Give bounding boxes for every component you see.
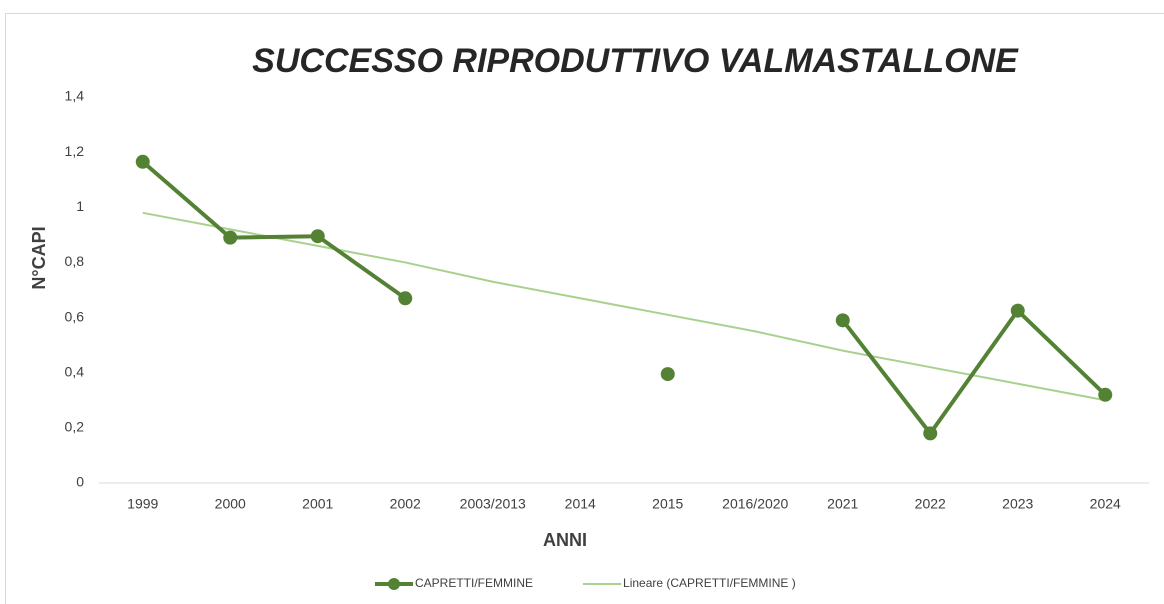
- data-point: [835, 313, 850, 328]
- y-axis-title: N°CAPI: [29, 226, 49, 289]
- y-tick-label: 0: [76, 474, 84, 490]
- data-point: [1010, 303, 1025, 318]
- x-tick-label: 1999: [127, 496, 158, 512]
- x-tick-label: 2014: [565, 496, 596, 512]
- y-tick-label: 1,2: [65, 143, 85, 159]
- data-point: [398, 291, 413, 306]
- x-tick-label: 2015: [652, 496, 683, 512]
- series-line: [142, 211, 1106, 402]
- x-tick-label: 2000: [215, 496, 246, 512]
- x-tick-label: 2002: [390, 496, 421, 512]
- x-tick-label: 2016/2020: [722, 496, 788, 512]
- legend-label: CAPRETTI/FEMMINE: [415, 576, 533, 590]
- x-tick-label: 2003/2013: [460, 496, 526, 512]
- chart-title: SUCCESSO RIPRODUTTIVO VALMASTALLONE: [252, 42, 1019, 80]
- x-tick-label: 2022: [915, 496, 946, 512]
- x-axis-title: ANNI: [543, 530, 587, 550]
- y-tick-label: 0,8: [65, 253, 85, 269]
- legend-marker: [388, 578, 400, 590]
- x-tick-label: 2023: [1002, 496, 1033, 512]
- data-point: [135, 154, 150, 169]
- data-point: [660, 367, 675, 382]
- data-point: [1098, 387, 1113, 402]
- data-point: [310, 229, 325, 244]
- y-tick-label: 1,4: [65, 88, 85, 104]
- data-point: [923, 426, 938, 441]
- y-tick-label: 1: [76, 198, 84, 214]
- y-tick-label: 0,4: [65, 363, 85, 379]
- legend-label: Lineare (CAPRETTI/FEMMINE ): [623, 576, 796, 590]
- x-tick-label: 2021: [827, 496, 858, 512]
- chart-border: [5, 13, 1164, 604]
- data-point: [223, 230, 238, 245]
- x-tick-label: 2024: [1090, 496, 1121, 512]
- x-tick-label: 2001: [302, 496, 333, 512]
- y-tick-label: 0,2: [65, 419, 85, 435]
- y-tick-label: 0,6: [65, 308, 85, 324]
- series-line: [141, 160, 1107, 436]
